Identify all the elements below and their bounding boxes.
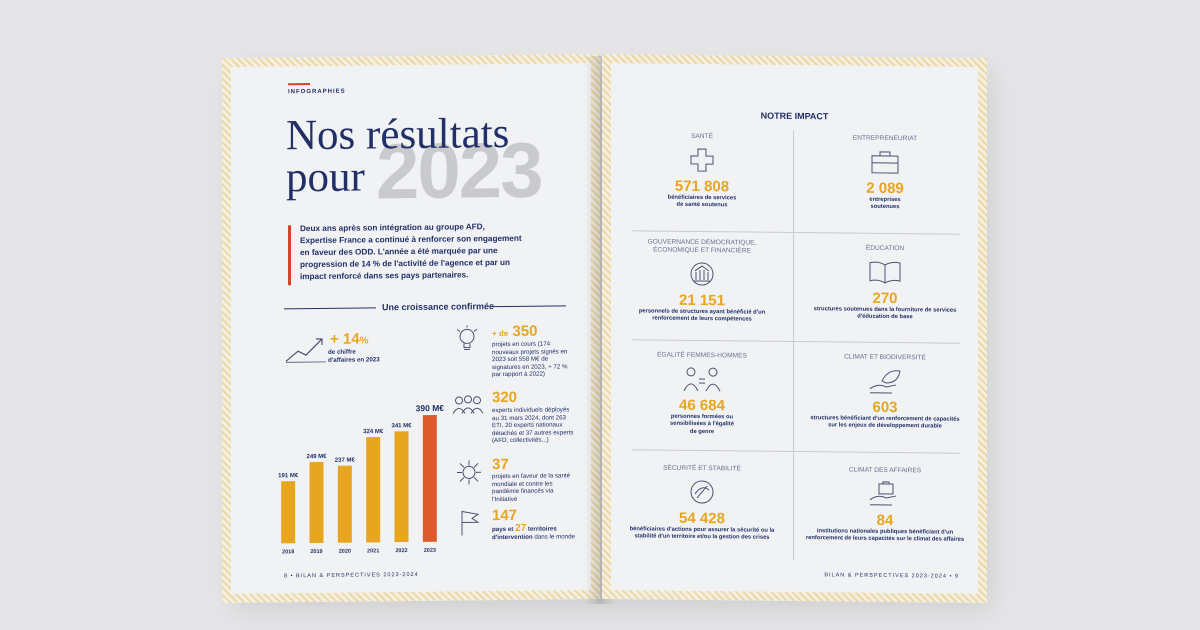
briefcase-icon: [871, 151, 899, 174]
section-rule-right: [492, 305, 566, 308]
page-title: Nos résultats pour: [286, 109, 546, 202]
impact-category: SÉCURITÉ ET STABILITÉ: [663, 464, 741, 473]
grid-divider-row-1: [632, 230, 960, 235]
title-line-2: pour: [286, 153, 365, 202]
impact-value: 84: [876, 511, 894, 530]
impact-desc: personnels de structures ayant bénéficié…: [638, 308, 766, 323]
impact-category: ENTREPRENEURIAT: [852, 134, 918, 143]
title-line-1: Nos résultats: [286, 109, 510, 160]
impact-desc: entreprises soutenues: [869, 196, 901, 211]
impact-cell-egalite: ÉGALITÉ FEMMES-HOMMES 46 684 personnes f…: [622, 351, 782, 437]
security-icon: [690, 480, 714, 504]
grid-divider-row-3: [632, 449, 960, 454]
stat-projects-value: + de 350: [492, 322, 538, 340]
impact-cell-securite: SÉCURITÉ ET STABILITÉ 54 428 bénéficiair…: [622, 464, 782, 542]
kicker: INFOGRAPHIES: [288, 88, 346, 96]
right-footer: BILAN & PERSPECTIVES 2023-2024 • 9: [824, 572, 959, 580]
impact-title: NOTRE IMPACT: [760, 110, 829, 122]
impact-value: 46 684: [679, 396, 725, 415]
impact-desc: structures soutenues dans la fourniture …: [813, 306, 957, 321]
bar-2019: [309, 461, 324, 544]
stat-countries-value: 147: [492, 506, 518, 525]
people-icon: [452, 395, 484, 414]
impact-value: 270: [872, 289, 898, 308]
impact-desc: institutions nationales publiques bénéfi…: [805, 528, 965, 544]
equality-icon: [683, 367, 721, 392]
x-tick-label: 2018: [282, 549, 294, 555]
bar-2023: [422, 414, 437, 542]
impact-cell-sante: SANTÉ 571 808 bénéficiaires de services …: [622, 132, 782, 210]
section-title: Une croissance confirmée: [382, 301, 495, 313]
grid-divider-row-2: [632, 339, 960, 344]
impact-cell-climat: CLIMAT ET BIODIVERSITÉ 603 structures bé…: [800, 353, 970, 432]
bar-value-label: 249 M€: [306, 454, 327, 460]
kicker-accent: [288, 83, 310, 86]
revenue-bar-chart: 191 M€ 2018 249 M€ 2019 237 M€ 2020 324 M€ 2021…: [278, 403, 444, 555]
growth-value: + 14%: [330, 330, 369, 348]
growth-chart-icon: [285, 338, 326, 363]
impact-desc: bénéficiaires d'actions pour assurer la …: [629, 526, 775, 542]
impact-category: CLIMAT DES AFFAIRES: [848, 466, 922, 475]
bar-2021: [366, 437, 381, 543]
impact-cell-entrepreneuriat: ENTREPRENEURIAT 2 089 entreprises souten…: [800, 134, 970, 213]
bar-2022: [394, 431, 409, 543]
impact-value: 571 808: [674, 177, 730, 196]
bar-2020: [337, 465, 352, 543]
stat-projects-text: projets en cours (174 nouveaux projets s…: [492, 340, 568, 379]
x-tick-label: 2023: [424, 548, 436, 554]
impact-desc: personnes formées ou sensibilisées à l'é…: [670, 413, 734, 435]
intro-text: Deux ans après son intégration au groupe…: [300, 222, 522, 282]
bar-value-label: 191 M€: [278, 473, 299, 479]
right-page: NOTRE IMPACT SANTÉ 571 808 bénéficiaires…: [602, 53, 987, 604]
stat-experts-text: experts individuels déployés au 31 mars …: [492, 406, 574, 445]
impact-value: 2 089: [866, 179, 904, 198]
impact-value: 54 428: [679, 509, 725, 528]
hand-briefcase-icon: [869, 481, 897, 506]
left-page: INFOGRAPHIES 2023 Nos résultats pour Deu…: [222, 54, 600, 603]
virus-icon: [457, 460, 481, 485]
section-rule-left: [284, 307, 376, 310]
stat-health-text: projets en faveur de la santé mondiale e…: [492, 472, 571, 503]
x-tick-label: 2022: [395, 548, 407, 554]
impact-value: 603: [872, 398, 898, 417]
x-tick-label: 2020: [339, 549, 351, 555]
stat-countries-text: pays et 27 territoires d'intervention da…: [492, 522, 575, 541]
impact-desc: structures bénéficiant d'un renforcement…: [810, 415, 960, 430]
left-footer: 8 • BILAN & PERSPECTIVES 2023-2024: [284, 571, 419, 580]
bar-value-label: 390 M€: [416, 403, 444, 413]
bar-value-label: 341 M€: [391, 423, 412, 429]
impact-cell-gouvernance: GOUVERNANCE DÉMOCRATIQUE, ÉCONOMIQUE ET …: [622, 238, 782, 324]
leaf-hand-icon: [869, 370, 901, 394]
impact-cell-affaires: CLIMAT DES AFFAIRES 84 institutions nati…: [800, 466, 970, 545]
impact-category: ÉGALITÉ FEMMES-HOMMES: [657, 351, 747, 360]
x-tick-label: 2021: [367, 548, 379, 554]
bar-value-label: 324 M€: [363, 429, 384, 435]
book-icon: [869, 261, 901, 284]
flag-icon: [461, 510, 480, 536]
governance-icon: [690, 262, 714, 286]
bar-2018: [281, 481, 296, 544]
impact-category: SANTÉ: [691, 132, 713, 141]
grid-divider-vertical: [793, 129, 794, 560]
impact-value: 21 151: [679, 291, 725, 310]
health-cross-icon: [690, 148, 714, 172]
stat-health-value: 37: [492, 455, 509, 474]
stat-experts-value: 320: [492, 388, 518, 407]
impact-category: ÉDUCATION: [865, 244, 905, 253]
impact-cell-education: ÉDUCATION 270 structures soutenues dans …: [800, 244, 970, 323]
impact-category: CLIMAT ET BIODIVERSITÉ: [844, 353, 926, 362]
intro-accent: [288, 225, 291, 286]
bar-value-label: 237 M€: [335, 458, 356, 464]
impact-category: GOUVERNANCE DÉMOCRATIQUE, ÉCONOMIQUE ET …: [647, 238, 757, 255]
lightbulb-icon: [456, 325, 478, 350]
impact-desc: bénéficiaires de services de santé soute…: [667, 194, 737, 209]
x-tick-label: 2019: [310, 549, 322, 555]
